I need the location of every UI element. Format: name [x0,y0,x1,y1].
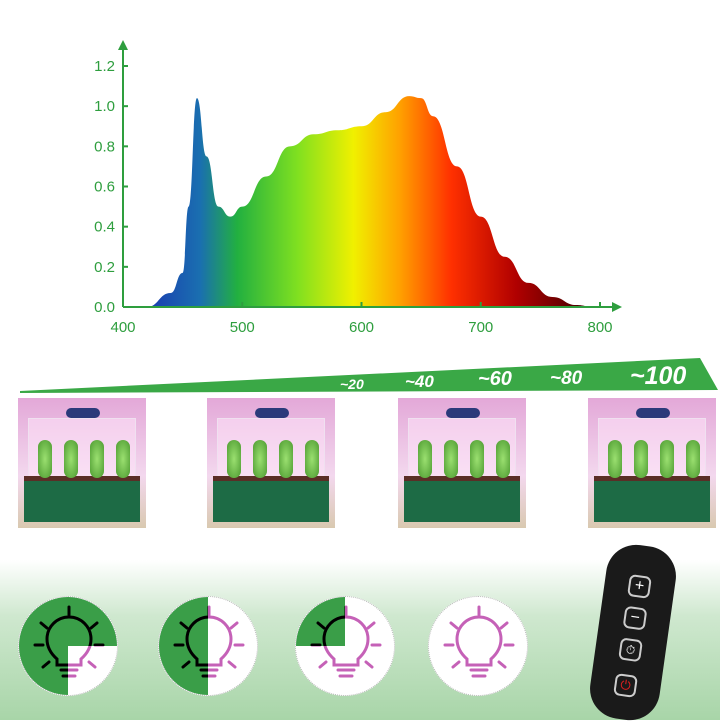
y-axis-arrow-icon [118,40,128,50]
seedling [90,440,104,478]
seedling [64,440,78,478]
seedling [38,440,52,478]
fill-quarter [68,597,117,646]
brightness-level-icon [295,596,395,696]
lightbulb-icon [310,605,382,678]
seedling [634,440,648,478]
x-tick-label: 600 [349,319,374,336]
plus-button[interactable]: + [627,574,652,599]
y-tick-label: 0.0 [94,299,115,316]
y-tick-label: 0.2 [94,259,115,276]
seedling [418,440,432,478]
x-tick-label: 800 [587,319,612,336]
x-axis-arrow-icon [612,302,622,312]
level-40-label: ~40 [405,372,434,391]
x-tick-label: 400 [110,319,135,336]
x-tick-label: 500 [230,319,255,336]
y-tick-label: 0.6 [94,179,115,196]
x-tick-label: 700 [468,319,493,336]
y-tick-label: 0.8 [94,138,115,155]
seedling-tray-photo [588,398,716,528]
power-button[interactable]: ⏻ [613,673,638,698]
y-tick-label: 0.4 [94,219,115,236]
seedling [608,440,622,478]
seedling-tray-photo [18,398,146,528]
level-20-label: ~20 [340,376,364,392]
tray [213,476,329,522]
grow-lamp [446,408,480,418]
brightness-level-icon [18,596,118,696]
seedling [686,440,700,478]
tray [24,476,140,522]
y-tick-label: 1.0 [94,98,115,115]
timer-button[interactable]: ⏱ [618,637,643,663]
spectrum-area [146,96,595,307]
fill-quarter [19,597,68,646]
lightbulb-icon [33,605,105,678]
seedling [444,440,458,478]
seedling [660,440,674,478]
level-60-label: ~60 [478,368,512,390]
minus-button[interactable]: − [622,605,648,631]
dimming-ramp [20,358,718,393]
seedling [279,440,293,478]
seedling [470,440,484,478]
seedling [227,440,241,478]
seedling [253,440,267,478]
tray [594,476,710,522]
brightness-level-icon [428,596,528,696]
fill-quarter [159,597,208,646]
seedling-tray-photo [398,398,526,528]
seedling [305,440,319,478]
lightbulb-icon [443,605,515,678]
grow-lamp [66,408,100,418]
tray [404,476,520,522]
grow-lamp [636,408,670,418]
level-80-label: ~80 [550,368,583,389]
y-tick-label: 1.2 [94,58,115,75]
lightbulb-icon [173,605,245,678]
level-100-label: ~100 [630,362,687,390]
grow-lamp [255,408,289,418]
brightness-level-icon [158,596,258,696]
seedling [496,440,510,478]
seedling-tray-photo [207,398,335,528]
fill-quarter [296,597,345,646]
seedling [116,440,130,478]
spectrum-chart: 400 500 600 700 800 0.0 0.2 0.4 0.6 0.8 1.0 1.2 [94,40,622,336]
